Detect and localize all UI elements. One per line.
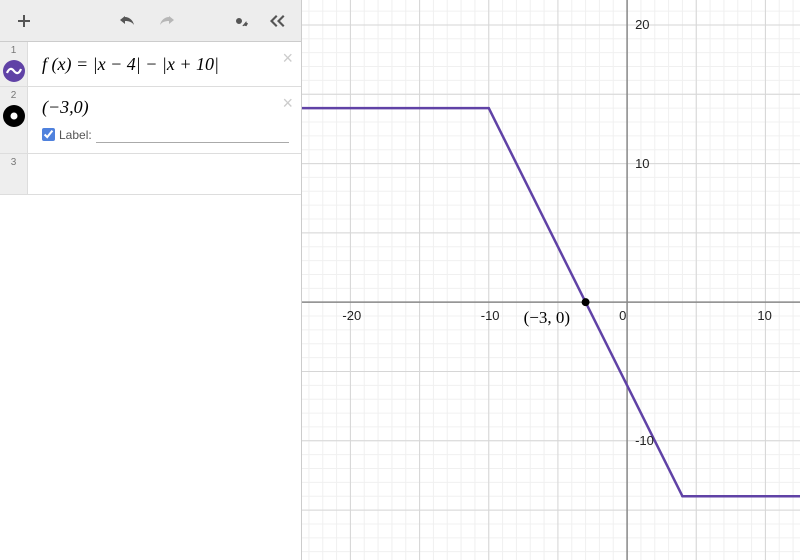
row-gutter: 1 <box>0 42 28 86</box>
add-button[interactable] <box>8 5 40 37</box>
expression-panel: 1f (x) = |x − 4| − |x + 10|×2(−3,0)Label… <box>0 0 302 560</box>
x-tick-label: -20 <box>342 308 361 323</box>
toolbar <box>0 0 301 42</box>
collapse-button[interactable] <box>261 5 293 37</box>
point-label: (−3, 0) <box>524 308 570 328</box>
expression-body[interactable] <box>28 154 301 194</box>
expression-body[interactable]: (−3,0) Label: <box>28 87 301 153</box>
gear-icon <box>230 12 248 30</box>
row-number: 1 <box>11 45 17 56</box>
close-icon[interactable]: × <box>282 93 293 114</box>
x-tick-label: 0 <box>619 308 626 323</box>
close-icon[interactable]: × <box>282 48 293 69</box>
chevron-left-icon <box>268 13 286 29</box>
y-tick-label: -10 <box>635 433 654 448</box>
expression-row[interactable]: 1 f (x) = |x − 4| − |x + 10|× <box>0 42 301 87</box>
row-gutter: 3 <box>0 154 28 194</box>
y-tick-label: 20 <box>635 17 649 32</box>
x-tick-label: -10 <box>481 308 500 323</box>
row-gutter: 2 <box>0 87 28 153</box>
point-icon[interactable] <box>3 105 25 127</box>
label-option-row: Label: <box>42 126 289 143</box>
expression-text: f (x) = |x − 4| − |x + 10| <box>42 54 289 75</box>
expression-list: 1f (x) = |x − 4| − |x + 10|×2(−3,0)Label… <box>0 42 301 560</box>
graph-svg <box>302 0 800 560</box>
expression-row[interactable]: 3 <box>0 154 301 195</box>
redo-icon <box>156 13 176 29</box>
undo-button[interactable] <box>112 5 144 37</box>
x-tick-label: 10 <box>757 308 771 323</box>
y-tick-label: 10 <box>635 156 649 171</box>
graph-area[interactable]: -20 -10 0 10 20 10 -10 (−3, 0) <box>302 0 800 560</box>
expression-body[interactable]: f (x) = |x − 4| − |x + 10| <box>28 42 301 86</box>
settings-button[interactable] <box>223 5 255 37</box>
undo-icon <box>118 13 138 29</box>
label-checkbox[interactable] <box>42 128 55 141</box>
expression-row[interactable]: 2 (−3,0) Label: × <box>0 87 301 154</box>
row-number: 3 <box>11 157 17 168</box>
function-icon[interactable] <box>3 60 25 82</box>
expression-text: (−3,0) <box>42 97 289 118</box>
label-input[interactable] <box>96 126 289 143</box>
label-caption: Label: <box>59 128 92 142</box>
plus-icon <box>16 13 32 29</box>
row-number: 2 <box>11 90 17 101</box>
redo-button[interactable] <box>150 5 182 37</box>
